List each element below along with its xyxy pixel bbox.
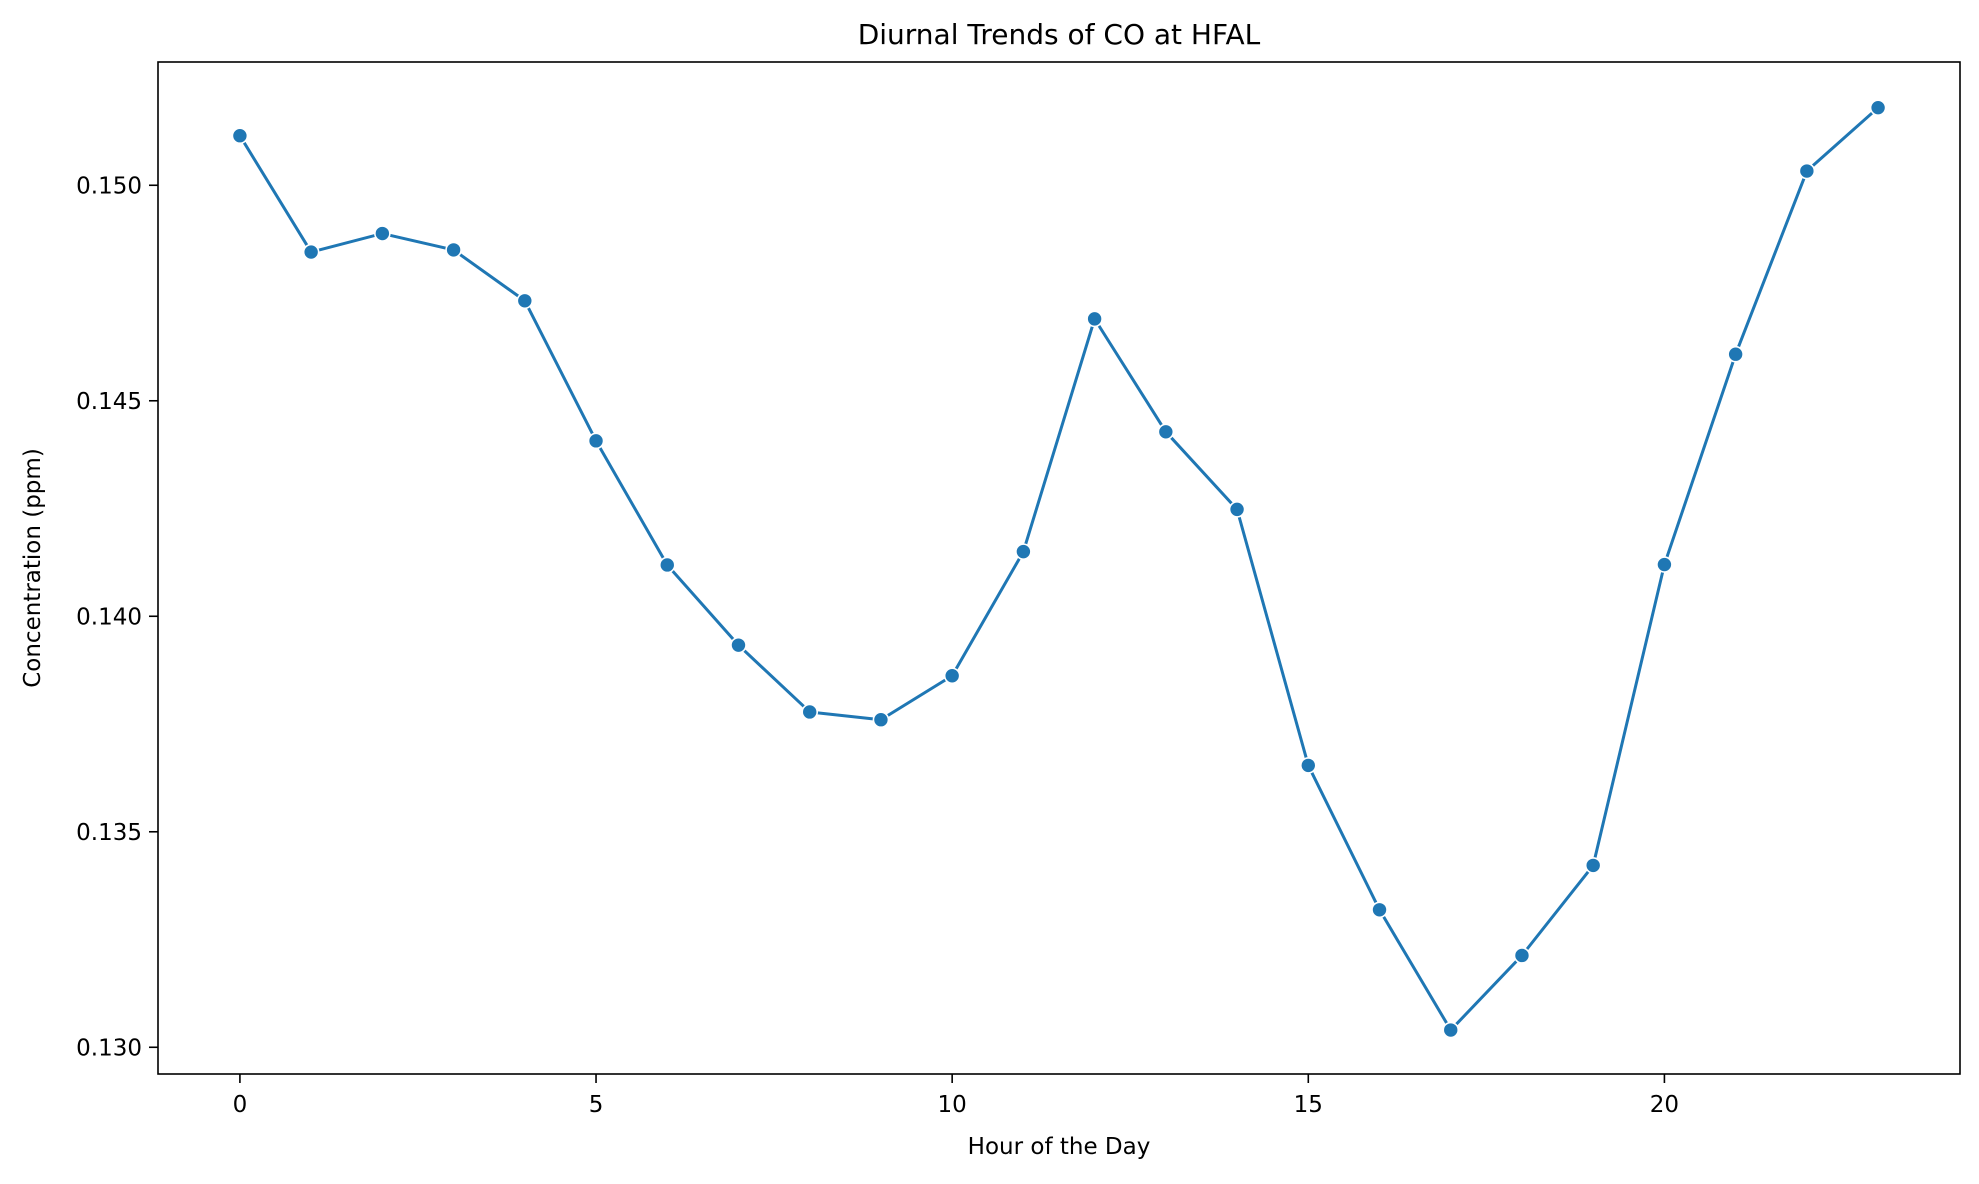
y-tick-label: 0.145: [76, 389, 142, 415]
y-tick-label: 0.130: [76, 1035, 142, 1061]
data-point: [658, 556, 676, 574]
x-tick-label: 15: [1294, 1092, 1323, 1118]
y-axis: 0.130 0.135 0.140 0.145 0.150: [76, 173, 158, 1061]
data-point: [1299, 757, 1317, 774]
y-tick-label: 0.150: [76, 173, 142, 199]
data-point: [1656, 556, 1673, 573]
data-point: [445, 241, 462, 259]
series-line: [238, 106, 1880, 1032]
data-point: [231, 127, 249, 145]
y-tick-label: 0.135: [76, 820, 142, 846]
data-point: [1513, 947, 1531, 964]
axes-frame: [157, 61, 1961, 1075]
data-point: [374, 225, 391, 242]
data-point: [1371, 901, 1388, 919]
data-point: [1086, 310, 1103, 328]
data-point: [1798, 162, 1816, 180]
x-tick-label: 20: [1650, 1092, 1679, 1118]
x-axis: 0 5 10 15 20: [233, 1074, 1679, 1118]
data-point: [302, 243, 320, 261]
data-point: [1157, 423, 1175, 441]
data-point: [1869, 99, 1887, 116]
x-axis-label: Hour of the Day: [968, 1134, 1151, 1160]
y-axis-label: Concentration (ppm): [20, 448, 46, 688]
data-point: [872, 711, 890, 729]
data-point: [516, 292, 534, 310]
plot-area: [231, 99, 1887, 1039]
data-point: [730, 636, 747, 654]
data-point: [1442, 1021, 1460, 1039]
x-tick-label: 10: [938, 1092, 967, 1118]
data-point: [587, 432, 605, 450]
data-point: [943, 667, 961, 685]
x-tick-label: 5: [589, 1092, 604, 1118]
data-point: [1015, 543, 1032, 560]
x-tick-label: 0: [233, 1092, 248, 1118]
data-point: [801, 703, 819, 721]
chart-title: Diurnal Trends of CO at HFAL: [858, 18, 1261, 51]
data-point: [1727, 345, 1744, 363]
y-tick-label: 0.140: [76, 604, 142, 630]
data-point: [1228, 501, 1246, 518]
data-point: [1584, 857, 1602, 874]
